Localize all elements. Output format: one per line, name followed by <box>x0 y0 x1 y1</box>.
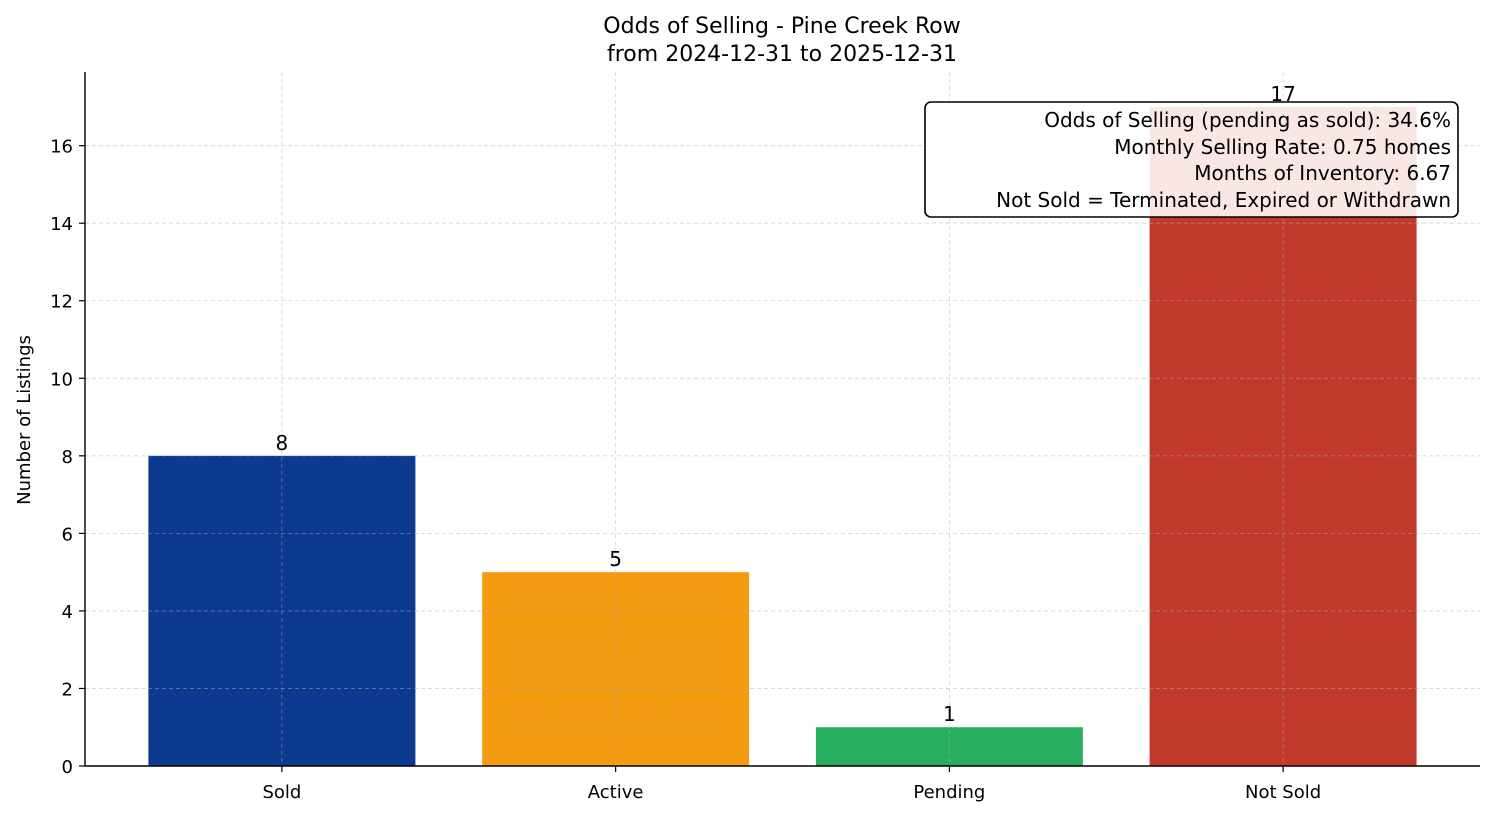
annotation-line: Not Sold = Terminated, Expired or Withdr… <box>996 188 1451 212</box>
x-tick-label: Pending <box>913 782 985 803</box>
y-tick-label: 14 <box>50 214 73 235</box>
annotation-line: Months of Inventory: 6.67 <box>1194 161 1451 185</box>
y-tick-label: 4 <box>62 602 73 623</box>
chart-subtitle: from 2024-12-31 to 2025-12-31 <box>607 42 957 67</box>
x-tick-label: Sold <box>262 782 301 803</box>
annotation-line: Odds of Selling (pending as sold): 34.6% <box>1044 108 1451 132</box>
y-tick-label: 10 <box>50 369 73 390</box>
y-tick-label: 2 <box>62 679 73 700</box>
bar-value-label: 1 <box>943 702 956 726</box>
x-tick-label: Active <box>588 782 644 803</box>
x-tick-label: Not Sold <box>1245 782 1321 803</box>
y-tick-label: 6 <box>62 524 73 545</box>
y-tick-label: 12 <box>50 292 73 313</box>
y-tick-label: 0 <box>62 757 73 778</box>
y-axis-label: Number of Listings <box>14 335 35 505</box>
bar-value-label: 5 <box>609 547 622 571</box>
chart-title: Odds of Selling - Pine Creek Row <box>603 14 960 39</box>
annotation-line: Monthly Selling Rate: 0.75 homes <box>1114 135 1451 159</box>
annotation-box <box>924 101 1459 218</box>
stats-annotation: Odds of Selling (pending as sold): 34.6%… <box>924 101 1459 218</box>
y-tick-label: 16 <box>50 137 73 158</box>
bar-value-label: 8 <box>276 431 289 455</box>
y-tick-label: 8 <box>62 447 73 468</box>
